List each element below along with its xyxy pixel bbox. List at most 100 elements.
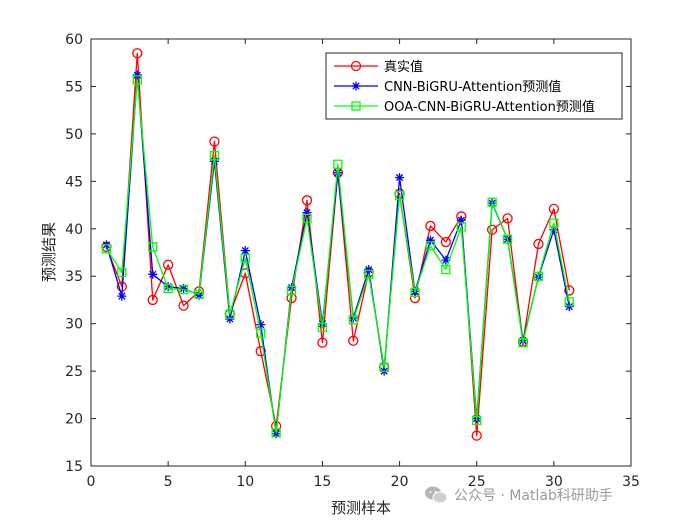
data-point [132, 75, 142, 85]
data-point [348, 335, 359, 346]
watermark: 公众号 · Matlab科研助手 [424, 485, 613, 505]
data-point [549, 218, 559, 228]
data-point [256, 320, 266, 330]
y-tick-label: 15 [65, 459, 83, 475]
data-point [101, 244, 112, 254]
data-point [132, 70, 142, 80]
data-point [162, 259, 174, 270]
y-tick-label: 60 [65, 32, 83, 48]
data-point [487, 197, 497, 207]
data-point [225, 314, 235, 324]
data-point [425, 235, 435, 245]
data-point [333, 159, 343, 169]
watermark-text: 公众号 · Matlab科研助手 [454, 488, 613, 504]
data-point [564, 297, 574, 307]
legend: 真实值 CNN-BiGRU-Attention预测值 OOA-CNN-BiGRU-A… [325, 52, 623, 120]
data-point [178, 300, 189, 311]
legend-label: OOA-CNN-BiGRU-Attention预测值 [384, 99, 595, 115]
data-point [209, 151, 220, 161]
y-tick-label: 30 [65, 317, 83, 333]
x-tick-label: 20 [391, 474, 409, 490]
data-point [533, 238, 544, 250]
data-point [364, 265, 374, 275]
data-point [302, 213, 312, 223]
data-point [302, 208, 312, 218]
series-3 [101, 75, 574, 438]
data-point [147, 294, 158, 306]
data-point [441, 264, 451, 275]
y-tick-label: 20 [65, 412, 83, 428]
data-point [425, 241, 436, 251]
data-point [148, 242, 158, 252]
data-point [255, 346, 266, 357]
data-point [317, 322, 328, 333]
y-tick-label: 45 [65, 174, 83, 190]
data-point [163, 282, 173, 292]
y-tick-label: 35 [65, 269, 83, 285]
x-tick-label: 35 [622, 474, 640, 490]
y-tick-label: 40 [65, 222, 83, 238]
data-point [271, 429, 281, 439]
data-point [117, 291, 127, 301]
x-tick-label: 10 [236, 474, 254, 490]
data-point [333, 168, 343, 178]
data-point [440, 236, 452, 248]
data-point [240, 246, 250, 256]
data-point [549, 225, 559, 235]
y-tick-label: 50 [65, 127, 83, 143]
data-point [317, 337, 328, 348]
data-point [194, 289, 204, 299]
data-point [240, 253, 250, 263]
data-point [364, 269, 374, 279]
data-point [163, 283, 173, 294]
data-point [456, 222, 466, 232]
data-point [301, 195, 313, 206]
data-point [410, 287, 420, 298]
data-point [117, 267, 127, 278]
wechat-icon [425, 486, 448, 504]
y-tick-label: 55 [65, 79, 83, 95]
x-tick-label: 0 [87, 474, 96, 490]
axes-box [90, 38, 632, 467]
data-point [179, 284, 189, 294]
x-tick-label: 15 [314, 474, 332, 490]
data-point [178, 284, 189, 295]
data-point [348, 315, 358, 325]
data-point [564, 285, 575, 296]
x-tick-label: 25 [468, 474, 486, 490]
data-point [472, 415, 482, 426]
data-point [271, 428, 281, 438]
data-point [394, 190, 405, 201]
axis-ticks: 0 5 10 15 20 25 30 35 15 20 25 30 35 40 45 50 55 60 [65, 32, 640, 490]
x-axis-title: 预测样本 [331, 499, 391, 517]
data-point [148, 269, 158, 279]
data-point [548, 203, 560, 215]
data-point [518, 337, 528, 348]
x-tick-label: 5 [164, 474, 173, 490]
data-point [533, 271, 544, 281]
data-point [395, 173, 405, 183]
chart-marks [101, 48, 575, 441]
legend-marker [350, 60, 362, 72]
y-axis-title: 预测结果 [40, 222, 58, 282]
data-point [209, 136, 220, 147]
data-point [425, 220, 436, 232]
data-point [194, 290, 204, 300]
data-point [132, 48, 143, 59]
data-point [456, 215, 466, 225]
data-point [225, 309, 235, 319]
data-point [471, 430, 482, 441]
legend-marker [351, 101, 361, 111]
legend-label: 真实值 [384, 59, 423, 75]
data-point [379, 362, 389, 372]
data-point [502, 213, 513, 224]
data-point [502, 234, 513, 244]
data-point [286, 285, 297, 296]
y-tick-label: 25 [65, 364, 83, 380]
data-point [486, 224, 498, 235]
legend-label: CNN-BiGRU-Attention预测值 [384, 79, 561, 95]
data-point [256, 328, 266, 338]
x-tick-label: 30 [545, 474, 563, 490]
series-line [105, 79, 570, 434]
